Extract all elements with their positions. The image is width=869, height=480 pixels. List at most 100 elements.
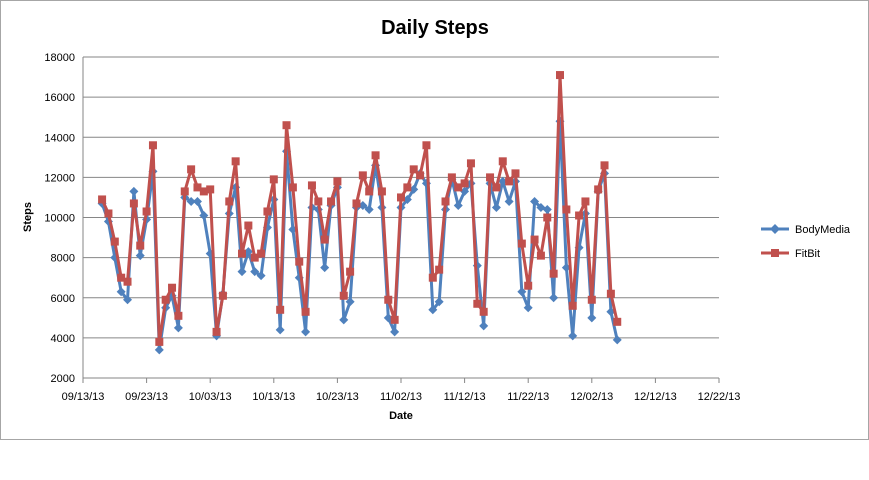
- data-point: [295, 257, 304, 266]
- x-tick-label: 09/13/13: [62, 391, 105, 403]
- legend-marker: [771, 249, 779, 257]
- data-point: [600, 161, 609, 170]
- data-point: [320, 235, 329, 244]
- data-point: [454, 183, 463, 192]
- data-point: [473, 299, 482, 308]
- data-point: [524, 281, 533, 290]
- data-point: [549, 269, 558, 278]
- data-point: [192, 196, 202, 206]
- data-point: [148, 141, 157, 150]
- x-axis-title: Date: [389, 410, 413, 422]
- data-point: [250, 267, 260, 277]
- data-point: [568, 331, 578, 341]
- data-point: [556, 71, 564, 80]
- data-point: [174, 311, 183, 320]
- data-point: [301, 327, 311, 337]
- legend: BodyMedia FitBit: [761, 224, 851, 260]
- x-tick-label: 10/03/13: [189, 391, 232, 403]
- data-point: [409, 184, 419, 194]
- data-point: [250, 253, 259, 262]
- data-point: [498, 157, 507, 166]
- data-point: [301, 307, 310, 316]
- data-point: [307, 181, 316, 190]
- legend-item-bodymedia: BodyMedia: [761, 224, 851, 236]
- data-point: [568, 301, 577, 310]
- data-point: [422, 141, 431, 150]
- data-point: [511, 169, 520, 178]
- data-point: [225, 197, 234, 206]
- data-point: [237, 267, 247, 277]
- data-point: [402, 194, 412, 204]
- data-point: [371, 151, 380, 160]
- data-point: [358, 200, 368, 210]
- data-point: [276, 305, 285, 314]
- data-point: [129, 199, 138, 208]
- data-point: [403, 183, 412, 192]
- data-point: [199, 187, 208, 196]
- data-point: [199, 210, 209, 220]
- data-point: [288, 183, 297, 192]
- data-point: [238, 249, 246, 258]
- data-point: [244, 221, 253, 230]
- data-point: [542, 204, 552, 214]
- data-point: [377, 187, 386, 196]
- data-point: [218, 291, 227, 300]
- data-point: [117, 273, 126, 282]
- data-point: [339, 291, 348, 300]
- data-point: [206, 185, 215, 194]
- data-point: [390, 327, 400, 337]
- data-point: [346, 267, 355, 276]
- y-tick-label: 2000: [51, 373, 75, 385]
- data-point: [123, 277, 132, 286]
- x-tick-label: 09/23/13: [125, 391, 168, 403]
- series-fitbit: [98, 71, 622, 346]
- y-tick-label: 8000: [51, 253, 75, 265]
- data-point: [434, 297, 444, 307]
- data-point: [498, 176, 508, 186]
- line-chart: Daily Steps 2000 4000 6000 8000 10000 12000 14…: [22, 17, 851, 422]
- data-point: [536, 251, 545, 260]
- data-point: [575, 211, 584, 220]
- data-point: [314, 197, 323, 206]
- data-point: [352, 199, 361, 208]
- data-point: [339, 315, 349, 325]
- x-axis-ticks: 09/13/13 09/23/13 10/03/13 10/13/13 10/23/13…: [62, 378, 740, 403]
- data-point: [606, 289, 615, 298]
- series-line: [100, 73, 619, 344]
- x-tick-label: 12/12/13: [634, 391, 677, 403]
- data-point: [231, 157, 240, 166]
- data-point: [168, 283, 177, 292]
- data-point: [447, 173, 456, 182]
- legend-label: BodyMedia: [795, 224, 851, 236]
- legend-label: FitBit: [795, 248, 820, 260]
- data-point: [154, 345, 164, 355]
- data-point: [384, 295, 393, 304]
- data-point: [186, 196, 196, 206]
- data-point: [358, 171, 367, 180]
- data-point: [135, 251, 145, 261]
- x-tick-label: 11/22/13: [507, 391, 549, 403]
- data-point: [441, 197, 450, 206]
- data-point: [364, 204, 374, 214]
- data-point: [327, 197, 336, 206]
- data-point: [155, 337, 164, 346]
- x-tick-label: 12/02/13: [570, 391, 613, 403]
- data-point: [333, 177, 342, 186]
- data-point: [142, 207, 151, 216]
- data-point: [492, 183, 501, 192]
- data-point: [136, 241, 145, 250]
- data-point: [530, 235, 539, 244]
- data-point: [460, 179, 469, 188]
- data-point: [390, 315, 399, 324]
- data-point: [428, 273, 437, 282]
- x-tick-label: 10/23/13: [316, 391, 359, 403]
- data-point: [517, 239, 526, 248]
- y-tick-label: 4000: [51, 333, 75, 345]
- data-point: [129, 186, 139, 196]
- data-point: [416, 171, 425, 180]
- chart-title: Daily Steps: [381, 17, 489, 39]
- data-point: [486, 173, 495, 182]
- data-point: [98, 195, 107, 204]
- data-point: [428, 305, 438, 315]
- data-point: [275, 325, 285, 335]
